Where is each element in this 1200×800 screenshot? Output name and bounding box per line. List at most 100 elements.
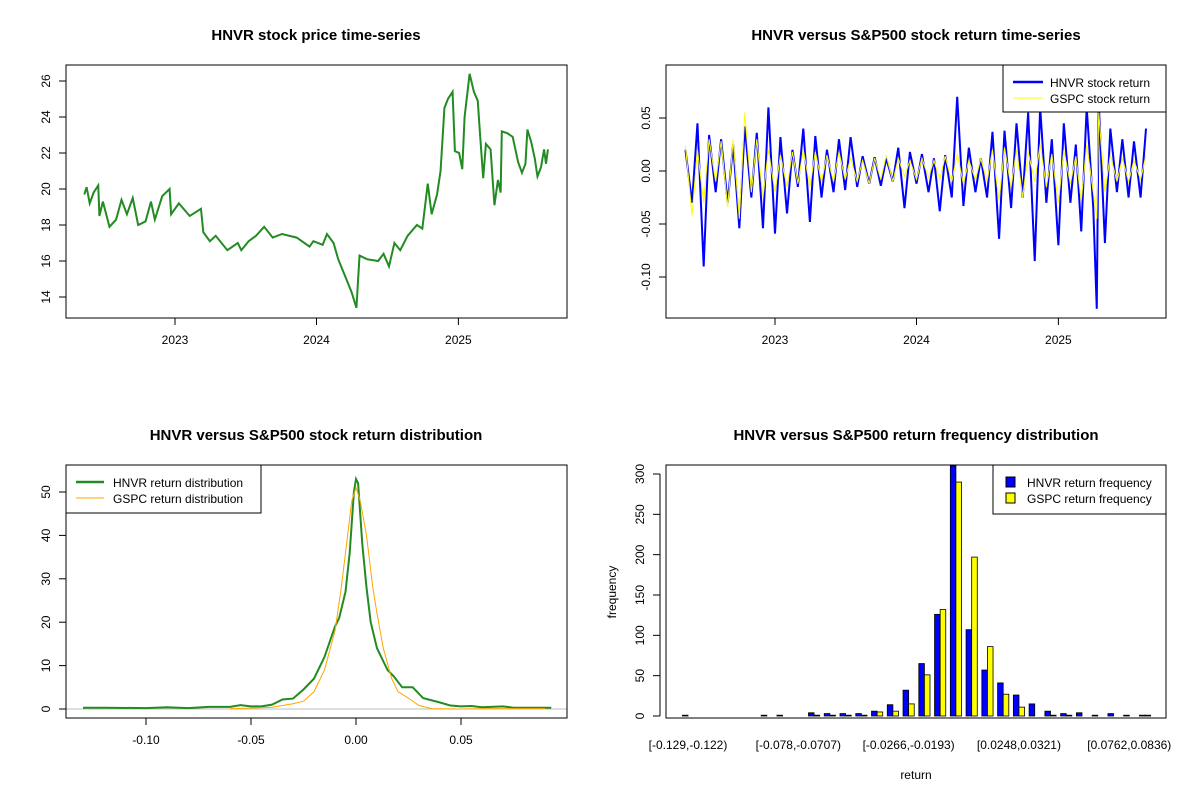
density-y-tick-label: 20 <box>39 615 53 629</box>
hnvr-frequency-bar <box>902 689 910 717</box>
return-y-tick-label: 0.05 <box>639 106 653 130</box>
gspc-frequency-bar <box>1144 714 1152 717</box>
price-y-tick-label: 18 <box>39 218 53 232</box>
legend-label-hnvr: HNVR return frequency <box>1027 476 1152 490</box>
histogram-x-category-label: [-0.0266,-0.0193) <box>863 738 955 752</box>
hnvr-frequency-bar <box>776 714 783 717</box>
return-y-tick-label: -0.05 <box>639 210 653 238</box>
return-y-tick-label: 0.00 <box>639 159 653 183</box>
price-chart-title: HNVR stock price time-series <box>211 27 420 44</box>
legend-label-hnvr: HNVR stock return <box>1050 76 1150 90</box>
hnvr-frequency-bar <box>918 663 925 717</box>
density-y-tick-label: 40 <box>39 528 53 542</box>
hnvr-frequency-bar <box>997 682 1004 717</box>
histogram-panel: HNVR versus S&P500 return frequency dist… <box>605 427 1171 782</box>
density-y-tick-label: 30 <box>39 572 53 586</box>
hnvr-frequency-bar <box>855 713 862 717</box>
histogram-y-tick-label: 250 <box>633 504 647 524</box>
density-x-tick-label: -0.10 <box>132 733 160 747</box>
hnvr-frequency-bar <box>981 669 988 717</box>
gspc-frequency-bar <box>987 646 994 717</box>
gspc-frequency-bar <box>1002 693 1010 717</box>
gspc-frequency-bar <box>860 714 868 717</box>
hnvr-frequency-bar <box>1091 714 1099 717</box>
hnvr-frequency-bar <box>1107 713 1114 717</box>
legend-label-gspc: GSPC return frequency <box>1027 492 1152 506</box>
return-x-tick-label: 2024 <box>903 333 930 347</box>
hnvr-frequency-bar <box>949 465 957 717</box>
price-y-tick-label: 26 <box>39 74 53 88</box>
gspc-frequency-bar <box>1050 714 1057 717</box>
density-legend: HNVR return distribution GSPC return dis… <box>65 464 262 514</box>
legend-swatch-gspc <box>1005 492 1016 504</box>
histogram-title: HNVR versus S&P500 return frequency dist… <box>733 427 1098 444</box>
return-x-tick-label: 2025 <box>1045 333 1072 347</box>
hnvr-frequency-bar <box>934 613 941 717</box>
gspc-frequency-bar <box>1065 714 1073 717</box>
histogram-plot-frame <box>665 464 1167 719</box>
density-x-tick-label: 0.05 <box>449 733 473 747</box>
legend-box <box>992 464 1167 515</box>
histogram-y-tick-label: 50 <box>633 669 647 683</box>
return-timeseries-panel: HNVR versus S&P500 stock return time-ser… <box>639 27 1167 347</box>
legend-box <box>1002 64 1167 113</box>
gspc-frequency-bar <box>971 556 978 717</box>
hnvr-frequency-bar <box>965 629 973 717</box>
price-x-tick-label: 2025 <box>445 333 472 347</box>
hnvr-frequency-bar <box>808 712 815 717</box>
hnvr-frequency-bar <box>1028 703 1036 717</box>
density-title: HNVR versus S&P500 stock return distribu… <box>150 427 483 444</box>
density-y-tick-label: 0 <box>39 705 53 712</box>
price-y-tick-label: 16 <box>39 254 53 268</box>
price-chart-panel: HNVR stock price time-series 2023 2024 202… <box>39 27 568 347</box>
price-y-tick-label: 24 <box>39 110 53 124</box>
gspc-return-line <box>684 112 1147 219</box>
price-plot-frame <box>65 64 568 319</box>
hnvr-frequency-bar <box>1044 710 1051 717</box>
legend-swatch-hnvr <box>1005 476 1016 488</box>
hnvr-density-line <box>83 475 552 710</box>
legend-label-gspc: GSPC return distribution <box>113 492 243 506</box>
price-y-tick-label: 22 <box>39 146 53 160</box>
legend-label-gspc: GSPC stock return <box>1050 92 1150 106</box>
hnvr-frequency-bar <box>682 714 689 717</box>
histogram-y-label: frequency <box>605 566 619 619</box>
hnvr-frequency-bar <box>871 710 878 717</box>
return-y-tick-label: -0.10 <box>639 263 653 291</box>
gspc-frequency-bar <box>955 481 962 717</box>
price-x-tick-label: 2024 <box>303 333 330 347</box>
histogram-x-category-label: [-0.129,-0.122) <box>649 738 728 752</box>
hnvr-frequency-bar <box>1076 712 1083 717</box>
density-y-tick-label: 50 <box>39 485 53 499</box>
hnvr-frequency-bar <box>1012 694 1020 717</box>
hnvr-frequency-bar <box>823 713 831 717</box>
hnvr-frequency-bar <box>839 713 846 717</box>
density-panel: HNVR versus S&P500 stock return distribu… <box>39 427 568 747</box>
histogram-legend: HNVR return frequency GSPC return freque… <box>992 464 1167 515</box>
hnvr-frequency-bar <box>1123 714 1130 717</box>
density-x-tick-label: -0.05 <box>237 733 265 747</box>
density-y-tick-label: 10 <box>39 659 53 673</box>
gspc-frequency-bar <box>829 714 836 717</box>
gspc-frequency-bar <box>924 674 931 717</box>
legend-box <box>65 464 262 514</box>
gspc-frequency-bar <box>892 710 899 717</box>
hnvr-frequency-bar <box>1139 714 1146 717</box>
hnvr-frequency-bar <box>760 714 768 717</box>
histogram-y-tick-label: 300 <box>633 464 647 484</box>
histogram-x-category-label: [0.0248,0.0321) <box>977 738 1061 752</box>
gspc-frequency-bar <box>845 714 852 717</box>
gspc-frequency-bar <box>939 609 947 717</box>
histogram-y-tick-label: 150 <box>633 585 647 605</box>
price-y-tick-label: 20 <box>39 182 53 196</box>
gspc-density-line <box>229 486 545 710</box>
histogram-x-category-label: [0.0762,0.0836) <box>1087 738 1171 752</box>
legend-label-hnvr: HNVR return distribution <box>113 476 243 490</box>
gspc-frequency-bar <box>813 714 821 717</box>
price-series-line <box>83 73 549 309</box>
price-x-tick-label: 2023 <box>162 333 189 347</box>
histogram-y-tick-label: 100 <box>633 625 647 645</box>
gspc-frequency-bar <box>1018 706 1025 717</box>
price-y-tick-label: 14 <box>39 290 53 304</box>
